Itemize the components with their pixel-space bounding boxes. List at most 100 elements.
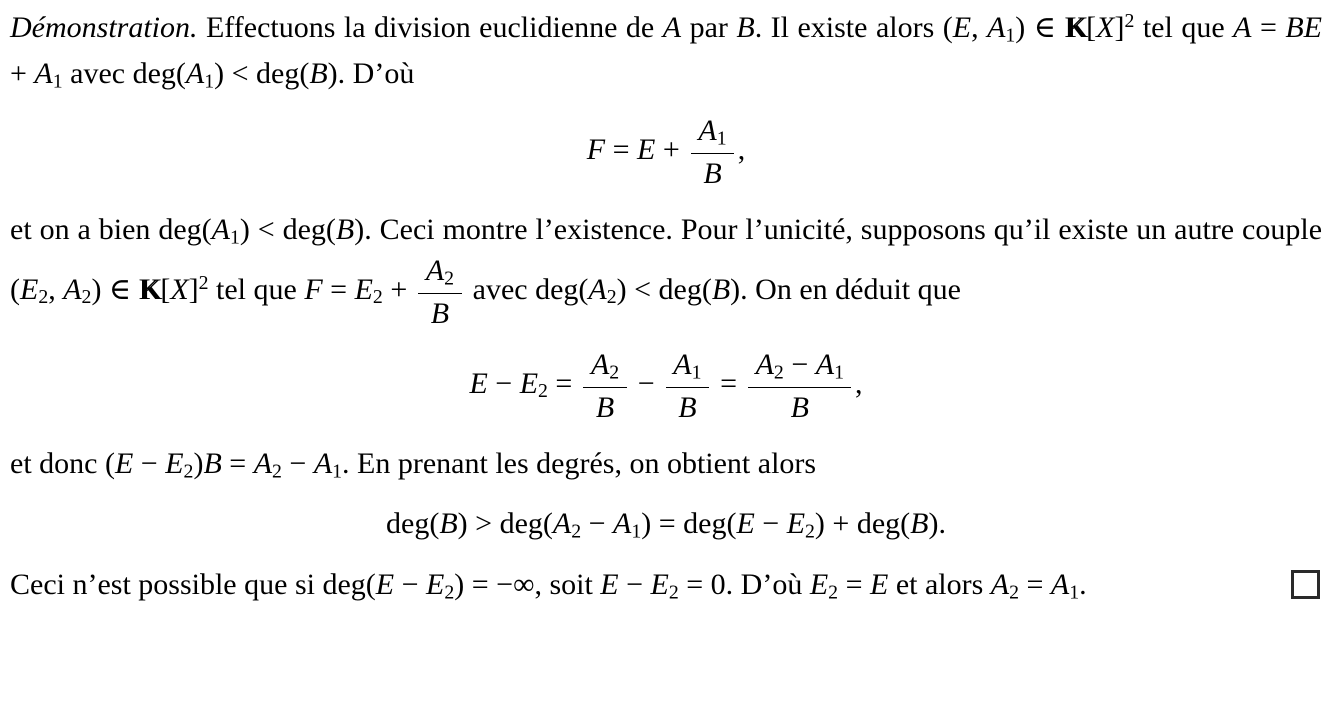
eq-f-definition: F = E + A1 B,: [10, 113, 1322, 191]
text-run: 2: [571, 520, 582, 543]
text-run: 1: [52, 70, 63, 93]
math-variable: A: [590, 348, 610, 382]
math-variable: Démonstration.: [10, 11, 198, 44]
text-run: 1: [204, 70, 215, 93]
text-run: 2: [828, 581, 839, 604]
text-run: ) = deg(: [641, 506, 737, 540]
text-run: 2: [1124, 10, 1135, 33]
text-run: 2: [183, 460, 194, 483]
text-run: ]: [1114, 11, 1125, 44]
math-variable: E: [114, 446, 134, 480]
text-run: ,: [855, 366, 863, 400]
text-run: 2: [81, 286, 92, 309]
text-run: = 0. D’où: [678, 567, 810, 601]
para-degres: et donc (E − E2)B = A2 − A1. En prenant …: [10, 441, 1322, 487]
text-run: 2: [198, 271, 209, 294]
text-run: ). D’où: [327, 57, 415, 91]
text-run: ,: [971, 11, 988, 44]
text-run: −: [783, 348, 816, 382]
math-variable: E: [469, 366, 488, 400]
text-run: 1: [716, 127, 727, 150]
fraction: A2 B: [583, 347, 627, 425]
text-run: et alors: [888, 567, 991, 601]
text-run: =: [1019, 567, 1051, 601]
fraction-denominator: B: [690, 153, 735, 191]
text-run: −: [754, 506, 787, 540]
math-variable: B: [309, 57, 328, 91]
math-variable: B: [711, 272, 731, 306]
text-run: ): [193, 446, 204, 480]
fraction: A1 B: [665, 347, 709, 425]
text-run: −: [618, 567, 651, 601]
eq-degree-inequality: deg(B) > deg(A2 − A1) = deg(E − E2) + de…: [10, 503, 1322, 546]
text-run: =: [712, 366, 745, 400]
text-run: ) < deg(: [214, 57, 310, 91]
proof-blocks: Démonstration. Effectuons la division eu…: [10, 5, 1322, 608]
fraction-numerator: A2 − A1: [748, 347, 851, 387]
math-variable: B: [203, 446, 222, 480]
text-run: ,: [737, 132, 746, 166]
para-conclusion: Ceci n’est possible que si deg(E − E2) =…: [10, 562, 1322, 608]
para-intro: Démonstration. Effectuons la division eu…: [10, 5, 1322, 97]
text-run: ).: [928, 506, 946, 540]
math-variable: A: [755, 348, 774, 382]
text-run: 1: [332, 460, 343, 483]
math-variable: A: [588, 272, 607, 306]
math-variable: A: [425, 254, 445, 288]
math-variable: E: [600, 567, 619, 601]
text-run: . En prenant les degrés, on obtient alor…: [342, 446, 817, 480]
blackboard-k-double-stroke: K: [1066, 11, 1089, 44]
text-run: ]: [188, 272, 199, 306]
math-variable: E: [375, 567, 395, 601]
fraction: A2 − A1 B: [748, 347, 852, 425]
text-run: Effectuons la division euclidienne de: [197, 11, 663, 44]
math-variable: A: [1233, 11, 1252, 44]
fraction: A2 B: [418, 253, 462, 331]
text-run: 1: [229, 226, 240, 249]
text-run: 2: [773, 361, 784, 384]
text-run: +: [655, 132, 688, 166]
text-run: 2: [609, 361, 620, 384]
text-run: .: [1079, 567, 1087, 601]
math-variable: A: [662, 11, 682, 44]
math-variable: B: [678, 390, 697, 424]
math-variable: E: [165, 446, 184, 480]
fraction-denominator: B: [748, 387, 852, 425]
text-run: . Il existe alors (: [754, 11, 953, 44]
text-run: 2: [805, 520, 815, 543]
text-run: ) > deg(: [457, 506, 553, 540]
text-run: −: [487, 366, 520, 400]
math-variable: A: [987, 11, 1006, 44]
text-run: par: [681, 11, 737, 44]
text-run: =: [547, 366, 580, 400]
text-run: −: [133, 446, 166, 480]
text-run: +: [382, 272, 415, 306]
text-run: 2: [606, 286, 617, 309]
math-variable: A: [185, 57, 205, 91]
text-run: ) ∈: [1015, 11, 1065, 44]
math-variable: E: [637, 132, 656, 166]
math-variable: E: [869, 567, 889, 601]
text-run: −: [630, 366, 663, 400]
math-variable: A: [698, 114, 717, 148]
text-run: ) + deg(: [814, 506, 911, 540]
text-run: tel que: [1134, 11, 1234, 44]
text-run: 2: [444, 267, 455, 290]
math-variable: B: [439, 506, 458, 540]
math-variable: A: [63, 272, 82, 306]
math-variable: BE: [1285, 11, 1323, 44]
math-variable: E: [354, 272, 373, 306]
math-variable: E: [20, 272, 39, 306]
fraction: A1 B: [690, 113, 735, 191]
math-variable: B: [595, 390, 615, 424]
text-run: ). Ceci montre l’existence. Pour l’unici…: [10, 212, 1323, 306]
math-variable: B: [430, 296, 450, 330]
text-run: =: [838, 567, 870, 601]
text-run: ) < deg(: [239, 212, 336, 246]
math-variable: B: [703, 156, 722, 190]
fraction-numerator: A2: [583, 347, 626, 387]
text-run: 1: [691, 361, 702, 384]
